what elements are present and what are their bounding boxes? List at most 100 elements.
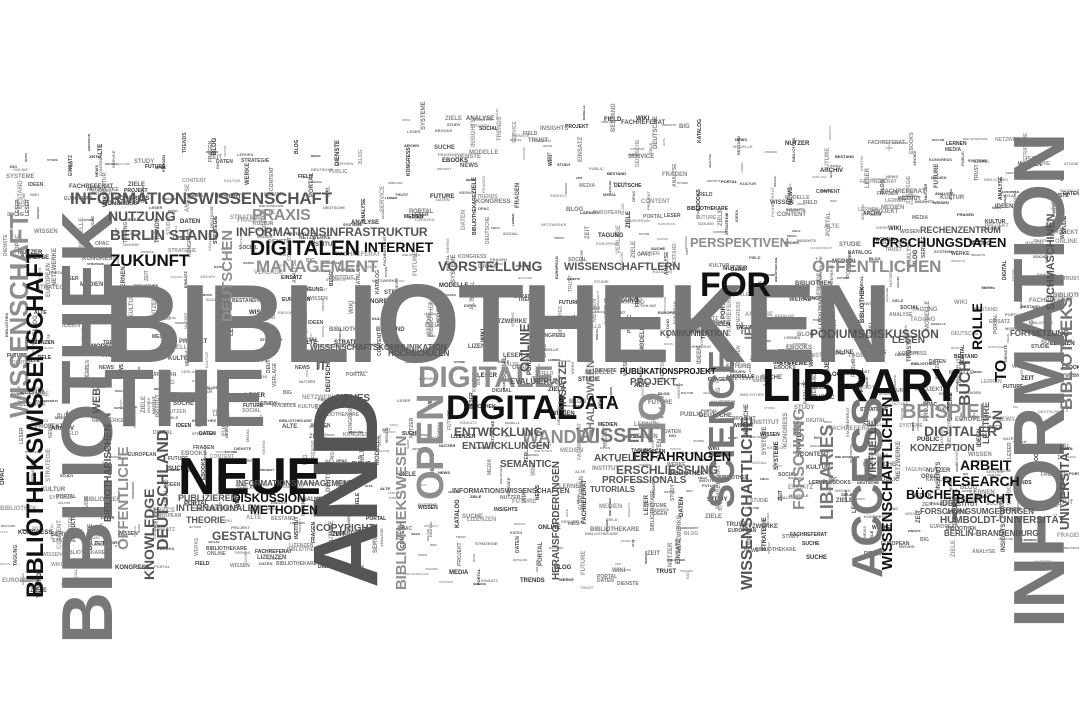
filler-word: BIBLIOTHEKARE bbox=[404, 572, 429, 576]
filler-word: TRUST bbox=[325, 433, 335, 437]
filler-word: BLOG bbox=[731, 267, 746, 273]
filler-word: NETZWERKE bbox=[372, 278, 398, 283]
filler-word: NUTZER bbox=[668, 542, 674, 567]
filler-word: LERNEN bbox=[885, 198, 906, 204]
word-neue: NEUE bbox=[178, 448, 321, 506]
filler-word: MEDIEN bbox=[899, 544, 915, 549]
filler-word: WISSEN bbox=[206, 150, 218, 154]
filler-word: OPAC bbox=[637, 252, 651, 258]
filler-word: PORTAL bbox=[821, 189, 833, 193]
filler-word: ZEIT bbox=[218, 501, 222, 508]
filler-word: WISSEN bbox=[900, 229, 920, 235]
filler-word: STUDIE bbox=[454, 360, 465, 364]
filler-word: PUBLIC bbox=[1026, 156, 1045, 162]
filler-word: INSIGHTS bbox=[471, 119, 477, 147]
filler-word: DIENSTE bbox=[595, 368, 617, 374]
filler-word: MODELLE bbox=[539, 347, 559, 352]
filler-word: TAGUNG bbox=[1040, 472, 1066, 478]
filler-word: WIKI bbox=[522, 489, 528, 503]
filler-word: DIENSTE bbox=[1047, 193, 1069, 199]
filler-word: SYSTEME bbox=[451, 254, 457, 283]
filler-word: WERKE bbox=[830, 164, 841, 168]
filler-word: OPAC bbox=[155, 165, 166, 170]
word-podiumsdiskussion: PODIUMSDISKUSSION bbox=[810, 327, 939, 341]
filler-word: MEDIA bbox=[182, 468, 195, 473]
filler-word: KULTUR bbox=[71, 510, 77, 531]
filler-word: WIKI bbox=[349, 300, 355, 314]
word-suchmaschinen: SUCHMASCHINEN bbox=[1045, 213, 1057, 310]
filler-word: STUDY bbox=[670, 483, 676, 501]
filler-word: FACHREFERAT bbox=[829, 264, 834, 294]
filler-word: NETZWERKE bbox=[302, 395, 340, 401]
filler-word: TAGUNG bbox=[425, 567, 438, 571]
filler-word: SOCIAL bbox=[900, 305, 919, 311]
filler-word: SYSTEME bbox=[774, 441, 780, 470]
filler-word: FACHREFERAT bbox=[829, 426, 874, 432]
filler-word: DIGITAL bbox=[153, 430, 173, 436]
filler-word: FACHREFERAT bbox=[382, 236, 387, 266]
filler-word: NETZWERKE bbox=[849, 444, 853, 463]
word-bibliotharischen: BIBLIOTHARISCHEN bbox=[103, 424, 114, 522]
filler-word: MEDIEN bbox=[560, 448, 583, 454]
filler-word: TRUST bbox=[87, 535, 101, 540]
filler-word: OPAC bbox=[264, 322, 269, 333]
filler-word: LIZENZEN bbox=[557, 404, 572, 408]
filler-word: LIZENZEN bbox=[847, 251, 852, 271]
filler-word: FACHREFERAT bbox=[596, 291, 600, 313]
filler-word: PUBLIC bbox=[627, 314, 633, 333]
filler-word: NUTZER bbox=[166, 409, 187, 415]
word-wissenschaftskommunikation: WISSENSCHAFTSKOMMUNIKATION bbox=[310, 343, 447, 352]
filler-word: STRATEGIE bbox=[36, 285, 70, 291]
filler-word: PORTAL bbox=[184, 501, 209, 507]
filler-word: KULTUR bbox=[168, 356, 193, 362]
filler-word: FIELD bbox=[606, 517, 618, 522]
filler-word: VERLAGE bbox=[254, 270, 283, 276]
filler-word: LIZENZEN bbox=[257, 555, 286, 561]
filler-word: MEDIEN bbox=[437, 303, 443, 326]
filler-word: TAGUNG bbox=[736, 325, 757, 331]
filler-word: TRUST bbox=[532, 377, 552, 383]
filler-word: FACHREFERAT bbox=[860, 179, 897, 185]
word-rechenzentrum: RECHENZENTRUM bbox=[920, 225, 1001, 235]
filler-word: NEWS bbox=[224, 426, 229, 438]
filler-word: TAGUNG bbox=[873, 237, 894, 243]
filler-word: FRAGEN bbox=[1029, 313, 1035, 335]
filler-word: EUROPEAN bbox=[323, 261, 340, 265]
filler-word: ARCHIV bbox=[404, 143, 420, 148]
word-wissenschaftliche: WISSENSCHAFTLICHE bbox=[739, 416, 756, 590]
filler-word: WISSEN bbox=[125, 405, 137, 409]
filler-word: TRENDS bbox=[84, 275, 90, 296]
filler-word: OPAC bbox=[15, 233, 21, 251]
filler-word: FIELD bbox=[418, 483, 427, 487]
filler-word: SYSTEME bbox=[934, 249, 953, 254]
filler-word: EBOOKS bbox=[982, 286, 995, 290]
filler-word: BLOG bbox=[533, 331, 542, 335]
filler-word: WIKI bbox=[992, 205, 1001, 210]
filler-word: NEWS bbox=[137, 524, 141, 533]
filler-word: BIBLIOTHEK bbox=[202, 385, 227, 390]
filler-word: EBOOKS bbox=[774, 365, 796, 371]
filler-word: ZEIT bbox=[97, 247, 103, 258]
filler-word: LESER bbox=[229, 315, 235, 336]
filler-word: SUCHE bbox=[802, 541, 820, 547]
filler-word: NUTZER bbox=[766, 512, 770, 525]
word-data: DATA bbox=[572, 393, 619, 413]
filler-word: PROJEKT bbox=[1050, 230, 1079, 236]
filler-word: PORTAL bbox=[826, 211, 832, 236]
filler-word: TRUST bbox=[101, 461, 105, 471]
word-gestaltung: GESTALTUNG bbox=[212, 529, 292, 543]
filler-word: STUDIE bbox=[327, 186, 331, 197]
filler-word: MODELLE bbox=[469, 150, 498, 156]
filler-word: LIZENZEN bbox=[468, 344, 497, 350]
filler-word: DEUTSCHE bbox=[635, 139, 641, 167]
filler-word: MEDIEN bbox=[105, 162, 117, 166]
filler-word: BIG bbox=[963, 472, 969, 476]
filler-word: WIKI bbox=[103, 193, 109, 207]
filler-word: SUCHE bbox=[344, 276, 358, 281]
filler-word: NETZWERKE bbox=[255, 401, 281, 406]
filler-word: ANALYSE bbox=[473, 446, 487, 450]
filler-word: CONTENT bbox=[182, 178, 206, 184]
filler-word: MEDIEN bbox=[123, 325, 135, 329]
filler-word: MEDIA bbox=[245, 429, 250, 442]
filler-word: ALTE bbox=[506, 362, 519, 368]
